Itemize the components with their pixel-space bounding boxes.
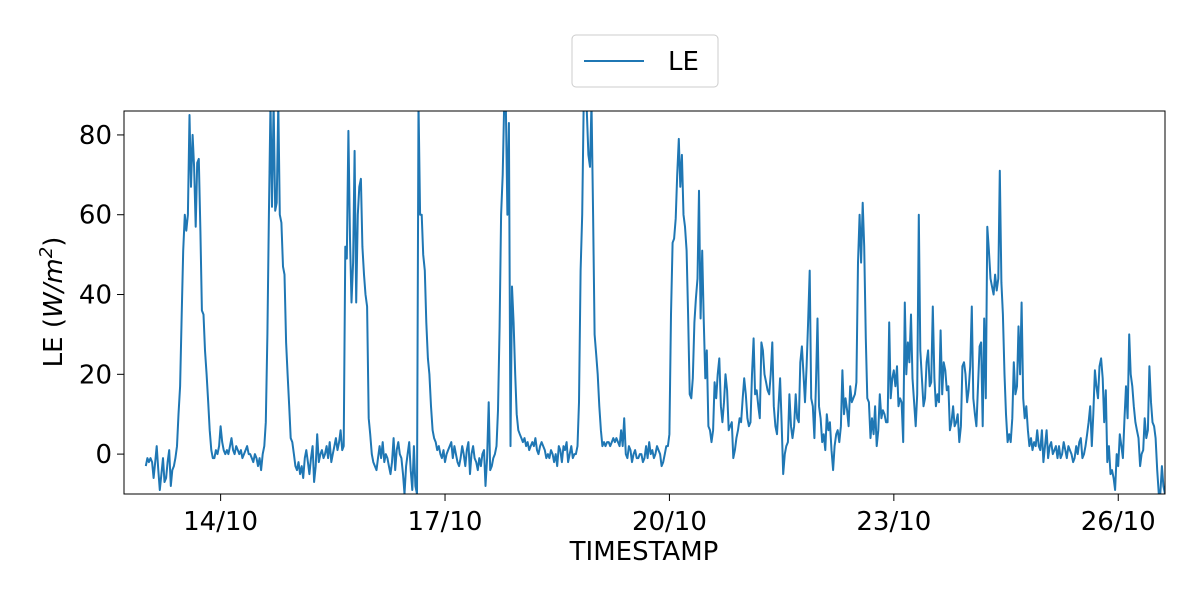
y-tick-label: 60 xyxy=(79,201,112,231)
x-axis-label: TIMESTAMP xyxy=(569,537,719,567)
series-line-le xyxy=(144,111,1165,494)
y-tick-label: 40 xyxy=(79,281,112,311)
x-tick-label: 14/10 xyxy=(183,507,258,537)
y-tick-label: 80 xyxy=(79,121,112,151)
x-tick-label: 26/10 xyxy=(1081,507,1156,537)
y-axis-label: LE (W/m2) xyxy=(36,237,70,368)
legend: LE xyxy=(571,34,719,88)
y-axis: 0 20 40 60 80 xyxy=(79,121,124,470)
y-tick-label: 20 xyxy=(79,360,112,390)
x-tick-label: 20/10 xyxy=(632,507,707,537)
legend-frame xyxy=(571,34,719,88)
legend-label-le: LE xyxy=(668,47,699,77)
x-tick-label: 17/10 xyxy=(408,507,483,537)
y-tick-label: 0 xyxy=(95,440,112,470)
x-tick-label: 23/10 xyxy=(856,507,931,537)
x-axis: 14/10 17/10 20/10 23/10 26/10 xyxy=(183,494,1156,537)
plot-frame xyxy=(123,110,1166,495)
